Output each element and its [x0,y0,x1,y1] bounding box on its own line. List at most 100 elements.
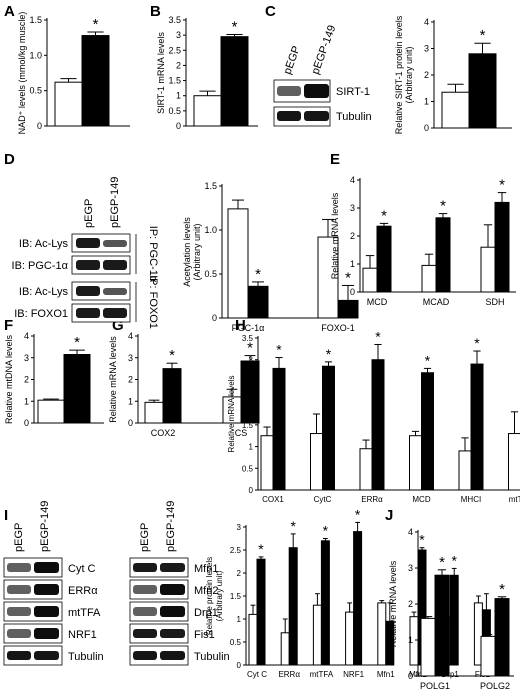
y-tick-label-j: 4 [408,527,413,537]
significance-star-e: * [499,177,505,194]
y-axis-label-d: Acetylation levels [182,217,192,287]
x-tick-label-h: CytC [314,495,332,504]
y-tick-label-b: 2.5 [168,45,181,55]
bar-control-h [359,448,373,491]
blot-band [133,629,157,638]
blot-band [160,651,185,660]
x-tick-label-i: Cyt C [247,670,267,679]
blot-i-row-label: Cyt C [68,563,96,575]
y-tick-label-d: 0 [212,313,217,323]
blot-i-row-label: Tubulin [194,651,230,663]
y-tick-label-i: 0 [237,661,242,670]
chart-c: 0 1 2 3 4 Relative SIRT-1 protein levels (Arbi… [394,15,512,134]
significance-star-j: * [439,554,445,571]
chart-f: 0 1 2 3 4 Relative mtDNA levels * [4,331,104,428]
y-tick-label-c: 4 [424,17,429,27]
y-tick-label-e: 2 [350,231,355,241]
significance-star-g: * [247,340,253,357]
bar-treated-i [449,574,459,666]
bar-control-g [144,401,164,424]
significance-star-h: * [326,346,332,362]
y-tick-label-g: 0 [128,418,133,428]
y-axis-label-c: Relative SIRT-1 protein levels [394,15,404,134]
blot-band [277,111,301,121]
blot-band [133,651,157,660]
blot-i-row-label: Fis1 [194,629,215,641]
blot-band [34,651,59,660]
significance-star-h: * [425,352,431,368]
bar-control-j [480,635,496,677]
x-tick-label-d: PGC-1α [232,323,265,333]
bar-treated-i [288,547,298,666]
blot-band [133,563,157,572]
bar-control-e [362,267,378,293]
bar-treated-h [470,363,484,491]
significance-star-h: * [474,335,480,351]
blot-i-row-label: ERRα [68,585,98,597]
bar-treated-e [376,225,392,293]
blot-d: pEGP pEGP-149 IB: Ac-Lys IB: PGC-1α IB: … [12,177,159,329]
y-axis-label-g: Relative mRNA levels [108,336,118,423]
y-tick-label-b: 1 [176,91,181,101]
significance-star-i: * [451,552,457,568]
blot-band [103,288,127,295]
blot-i-strip [129,623,189,644]
blot-i-lane-label: pEGP [139,523,151,552]
y-axis-label-i: Relative protein levels [205,557,214,635]
y-tick-label-a: 1.0 [29,50,42,60]
significance-star-i: * [355,506,361,522]
y-tick-label-f: 3 [24,353,29,363]
x-tick-label-e: SDH [485,297,504,307]
blot-band [7,563,31,572]
x-tick-label-e: MCD [367,297,388,307]
blot-i-row-label: Mfn2 [194,585,218,597]
y-tick-label-c: 3 [424,44,429,54]
y-tick-label-h: 0 [249,486,254,495]
bar-treated-d [247,285,269,319]
bar-treated-h [272,367,286,491]
bar-treated-h [421,372,434,491]
y-tick-label-f: 4 [24,331,29,341]
y-tick-label-c: 1 [424,97,429,107]
blot-c-lane-label: pEGP [282,44,303,76]
y-tick-label-h: 2 [249,399,254,408]
significance-star-c: * [480,27,486,44]
x-tick-label-d: FOXO-1 [321,323,355,333]
bar-control-h [409,435,422,491]
y-tick-label-b: 3.5 [168,15,181,25]
blot-d-ip-label: IP: FOXO1 [147,275,159,329]
x-tick-label-h: mtTFA [509,495,520,504]
y-tick-label-h: 3.5 [242,334,254,343]
x-tick-label-j: POLG2 [480,681,510,691]
blot-band [304,111,329,121]
x-tick-label-h: COX1 [262,495,284,504]
blot-i-strip [129,557,189,578]
y-tick-label-j: 0 [408,671,413,681]
chart-h: 0 0.5 1 1.5 2 2.5 3 3.5 Relative mRNA levels * COX… [227,329,520,504]
y-tick-label-i: 1 [237,615,242,624]
y-tick-label-e: 1 [350,259,355,269]
y-tick-label-f: 0 [24,418,29,428]
blot-band [76,286,100,296]
y-tick-label-i: 2.5 [230,546,242,555]
bar-control-f [37,399,65,424]
blot-i-strip [3,645,63,666]
bar-treated-j [494,598,510,677]
bar-treated-g [162,368,182,424]
blot-d-lane-label: pEGP [83,199,95,228]
significance-star-h: * [276,342,282,358]
bar-control-c [441,91,470,129]
panel-label-g: G [112,317,124,334]
panel-label-e: E [330,151,340,168]
blot-d-lane-label: pEGP-149 [109,177,121,228]
bar-control-j [420,617,436,677]
blot-i-lane-label: pEGP-149 [39,501,51,552]
blot-i-row-label: mtTFA [68,607,101,619]
x-tick-label-g: COX2 [151,428,176,438]
blot-band [160,563,185,572]
bar-control-h [310,433,323,491]
blot-d-row-label: IB: FOXO1 [14,308,68,320]
y-tick-label-f: 1 [24,396,29,406]
blot-band [160,629,185,638]
bar-control-i [248,613,258,666]
